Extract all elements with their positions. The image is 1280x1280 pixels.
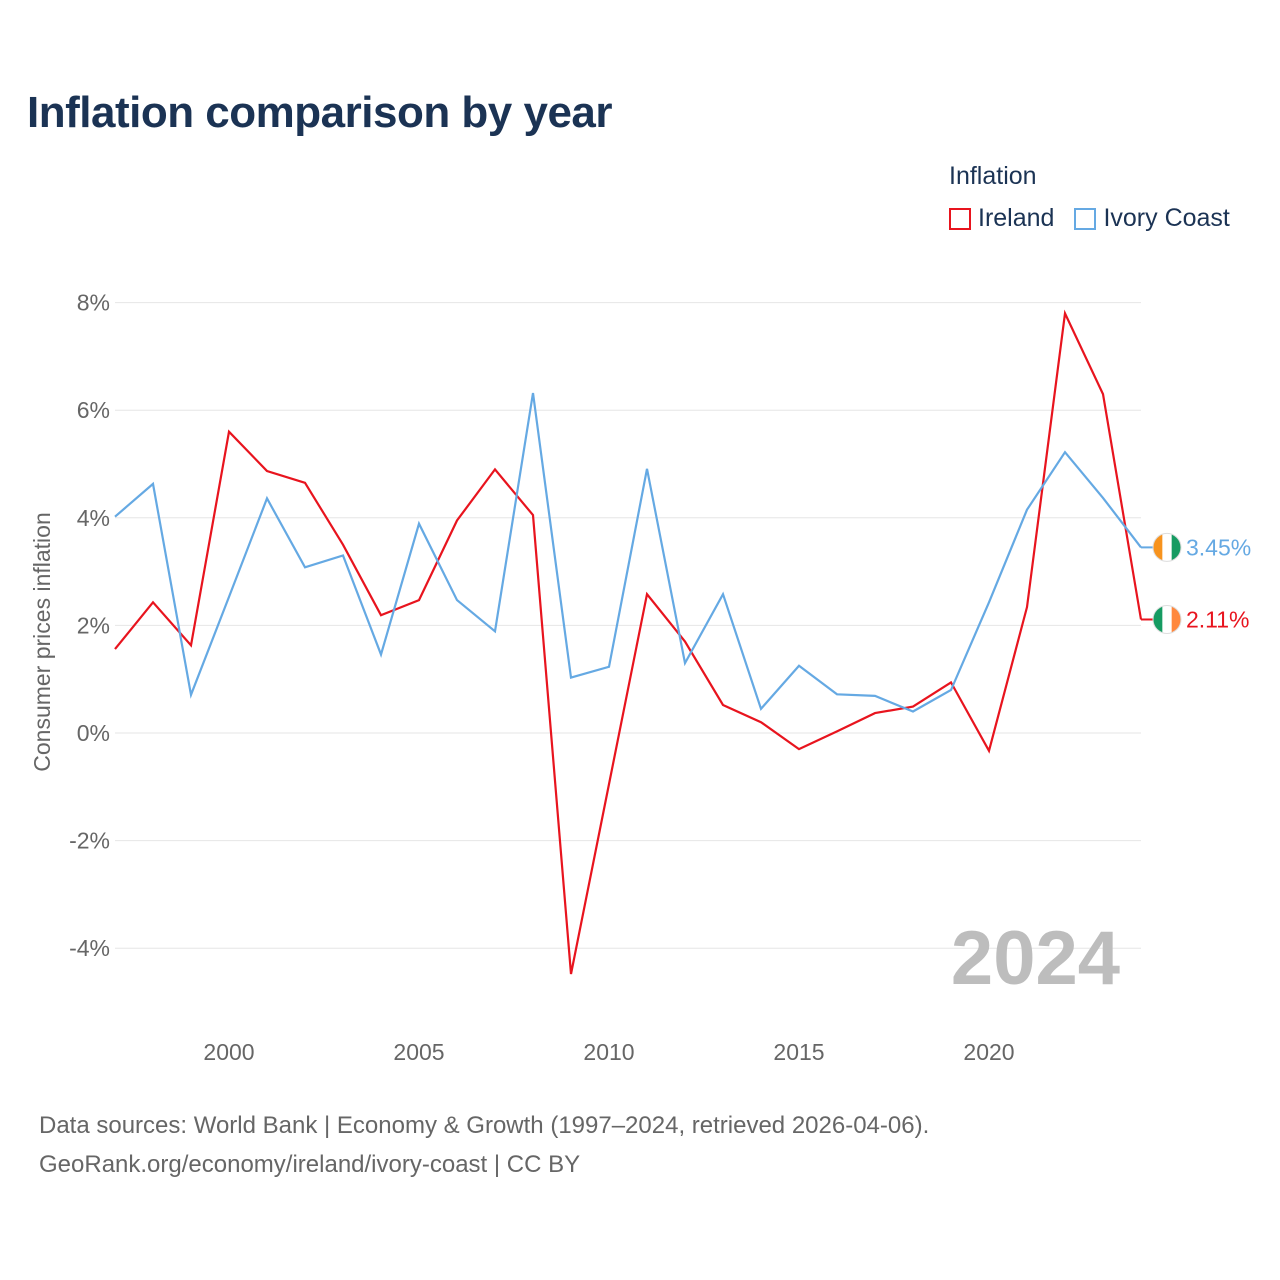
x-tick-label: 2000 bbox=[203, 1039, 254, 1065]
year-watermark: 2024 bbox=[951, 916, 1120, 1001]
chart-title: Inflation comparison by year bbox=[27, 88, 613, 137]
legend: Ireland Ivory Coast bbox=[949, 204, 1230, 233]
x-tick-label: 2015 bbox=[773, 1039, 824, 1065]
y-axis-label: Consumer prices inflation bbox=[29, 512, 55, 772]
data-sources: Data sources: World Bank | Economy & Gro… bbox=[39, 1106, 929, 1184]
chart-plot: 8% 6% 4% 2% 0% -2% -4% 2000 2005 2010 2015 2020 Co… bbox=[29, 290, 1251, 1065]
end-value-label-ireland: 2.11% bbox=[1186, 606, 1250, 632]
y-tick-label: 8% bbox=[77, 290, 110, 316]
x-tick-label: 2010 bbox=[583, 1039, 634, 1065]
sources-line-2: GeoRank.org/economy/ireland/ivory-coast … bbox=[39, 1151, 581, 1178]
legend-swatch-ivory-coast bbox=[1074, 207, 1097, 230]
y-tick-label: 6% bbox=[77, 397, 110, 423]
legend-label-ivory-coast: Ivory Coast bbox=[1103, 204, 1230, 232]
sources-line-1: Data sources: World Bank | Economy & Gro… bbox=[39, 1112, 930, 1139]
x-axis-ticks: 2000 2005 2010 2015 2020 bbox=[203, 1039, 1014, 1065]
series-line-ireland[interactable] bbox=[114, 309, 1143, 975]
end-value-label-ivory-coast: 3.45% bbox=[1186, 534, 1251, 560]
flag-icon-ivory-coast bbox=[1152, 532, 1182, 562]
flag-icon-ireland bbox=[1152, 604, 1182, 634]
series-line-ivory-coast[interactable] bbox=[114, 392, 1142, 713]
y-tick-label: 2% bbox=[77, 612, 110, 638]
y-tick-label: -4% bbox=[69, 935, 110, 961]
y-tick-label: 4% bbox=[77, 505, 110, 531]
y-tick-label: 0% bbox=[77, 720, 110, 746]
legend-item-ireland[interactable]: Ireland bbox=[949, 204, 1054, 233]
y-axis-ticks: 8% 6% 4% 2% 0% -2% -4% bbox=[69, 290, 110, 962]
legend-label-ireland: Ireland bbox=[978, 204, 1055, 232]
legend-swatch-ireland bbox=[949, 207, 971, 230]
series-lines bbox=[114, 309, 1143, 975]
end-markers: 2.11% 3.45% bbox=[1141, 532, 1251, 634]
legend-item-ivory-coast[interactable]: Ivory Coast bbox=[1074, 204, 1230, 233]
grid-lines bbox=[115, 302, 1141, 949]
legend-title: Inflation bbox=[949, 162, 1037, 190]
x-tick-label: 2005 bbox=[393, 1039, 444, 1065]
x-tick-label: 2020 bbox=[963, 1039, 1014, 1065]
y-tick-label: -2% bbox=[69, 828, 110, 854]
